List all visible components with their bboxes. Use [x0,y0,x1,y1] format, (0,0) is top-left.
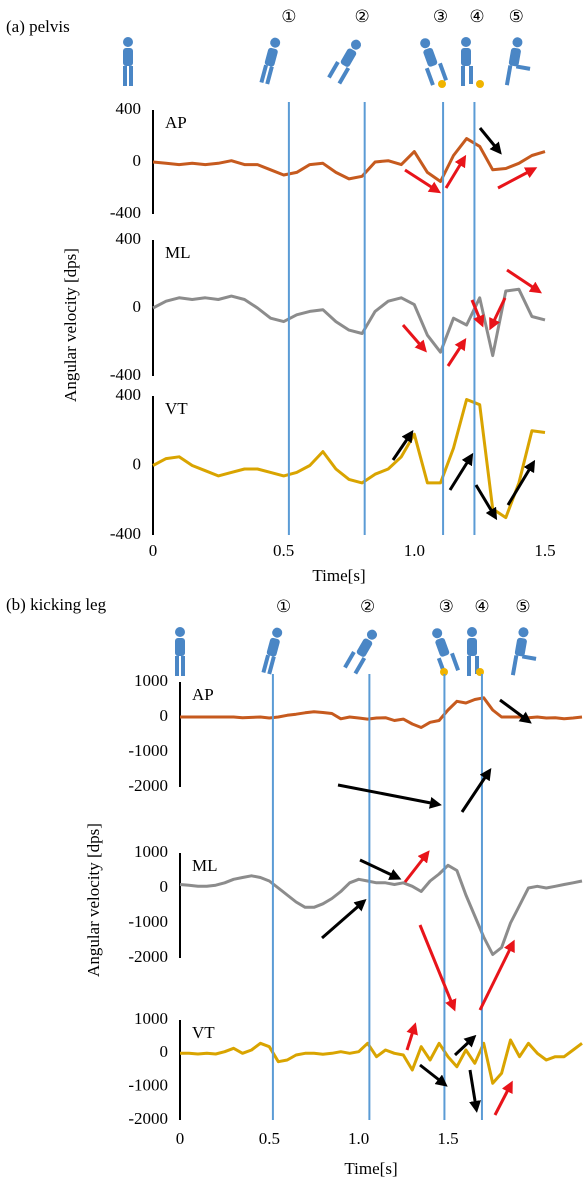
arrows [321,127,542,1116]
event-label: ① [281,7,296,26]
event-label: ② [354,7,369,26]
y-tick-label: -2000 [128,776,168,795]
panel-title: (b) kicking leg [6,595,107,614]
event-label: ④ [469,7,484,26]
event-label: ⑤ [515,597,530,616]
y-tick-label: -1000 [128,1076,168,1095]
x-tick-label: 1.5 [534,541,555,560]
event-label: ③ [439,597,454,616]
x-tick-label: 0.5 [259,1129,280,1148]
y-tick-label: -400 [110,524,141,543]
y-axis-label: Angular velocity [dps] [61,248,80,402]
x-tick-label: 0.5 [273,541,294,560]
event-label: ③ [433,7,448,26]
y-tick-label: 0 [133,454,142,473]
y-tick-label: -1000 [128,741,168,760]
y-tick-label: 1000 [134,842,168,861]
y-tick-label: 400 [116,229,142,248]
data-line [179,863,583,956]
y-axis-label: Angular velocity [dps] [84,823,103,977]
panel-title: (a) pelvis [6,17,70,36]
data-line [180,1038,583,1085]
subplot-label: AP [192,685,214,704]
data-line [152,137,546,183]
subplot-label: ML [192,856,218,875]
event-label: ⑤ [509,7,524,26]
y-tick-label: 0 [160,706,169,725]
x-axis-label: Time[s] [344,1159,397,1178]
y-tick-label: 400 [116,99,142,118]
figures [123,37,537,676]
event-label: ④ [474,597,489,616]
y-tick-label: -1000 [128,912,168,931]
subplot-label: ML [165,243,191,262]
subplot-label: VT [192,1023,215,1042]
event-label: ② [360,597,375,616]
y-tick-label: 0 [160,877,169,896]
y-tick-label: -2000 [128,1109,168,1128]
x-tick-label: 1.5 [437,1129,458,1148]
y-tick-label: 400 [116,385,142,404]
y-tick-label: 0 [133,297,142,316]
y-tick-label: -2000 [128,947,168,966]
y-tick-label: -400 [110,203,141,222]
y-tick-label: 0 [133,151,142,170]
x-axis-label: Time[s] [312,566,365,585]
y-tick-label: 1000 [134,671,168,690]
y-tick-label: -400 [110,365,141,384]
plots: (a) pelvis Angular velocity [dps] Time[s] ①… [6,7,583,1178]
data-line [152,287,546,358]
data-line [180,696,583,729]
y-tick-label: 1000 [134,1009,168,1028]
y-tick-label: 0 [160,1042,169,1061]
subplot-label: AP [165,113,187,132]
subplot-label: VT [165,399,188,418]
event-label: ① [276,597,291,616]
x-tick-label: 0 [149,541,158,560]
data-line [152,398,546,520]
x-tick-label: 0 [176,1129,185,1148]
x-tick-label: 1.0 [348,1129,369,1148]
x-tick-label: 1.0 [404,541,425,560]
